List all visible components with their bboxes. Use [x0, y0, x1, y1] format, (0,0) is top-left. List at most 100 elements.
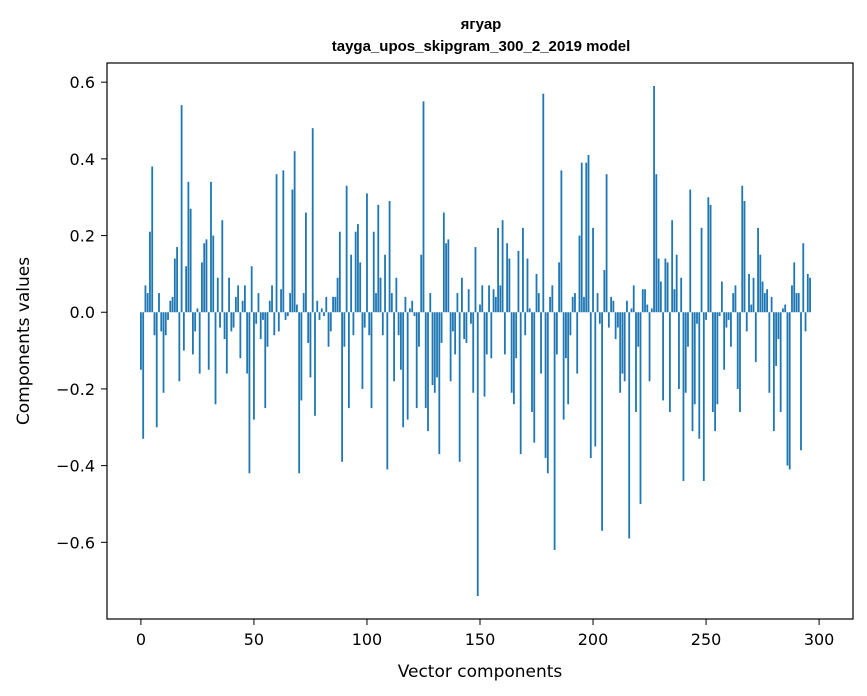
bar-198	[587, 155, 590, 313]
bar-195	[580, 162, 583, 313]
bar-5	[151, 166, 154, 313]
bar-43	[237, 285, 240, 313]
bar-73	[305, 212, 307, 313]
bar-104	[375, 293, 377, 313]
bar-275	[761, 281, 764, 313]
bar-237	[675, 254, 678, 313]
bar-2	[144, 285, 147, 313]
bar-206	[605, 174, 608, 313]
bar-35	[219, 312, 221, 328]
bar-216	[628, 312, 631, 539]
bar-88	[338, 231, 341, 313]
bar-251	[707, 197, 710, 313]
bar-12	[167, 312, 169, 320]
bar-228	[655, 174, 658, 313]
bar-103	[372, 231, 375, 313]
bar-series	[140, 86, 811, 596]
bar-84	[329, 312, 332, 332]
bar-292	[800, 312, 802, 451]
bar-215	[626, 300, 628, 313]
bar-183	[553, 312, 556, 550]
bar-132	[438, 312, 441, 455]
bar-248	[700, 227, 703, 313]
bar-26	[198, 312, 201, 374]
bar-139	[454, 312, 457, 355]
bar-265	[739, 312, 741, 412]
bar-257	[720, 281, 723, 313]
bar-134	[442, 212, 445, 313]
bar-74	[307, 312, 310, 343]
bar-190	[569, 312, 572, 336]
bar-148	[474, 247, 477, 313]
bar-141	[458, 312, 461, 462]
bar-143	[463, 312, 466, 340]
bar-259	[725, 312, 728, 328]
bar-294	[804, 312, 807, 332]
bar-133	[440, 312, 443, 343]
bar-162	[506, 243, 509, 313]
bar-266	[741, 185, 744, 313]
bar-282	[777, 312, 780, 340]
bar-60	[275, 174, 278, 313]
bar-227	[653, 86, 655, 313]
bar-213	[621, 312, 624, 374]
bar-156	[492, 289, 495, 313]
bar-256	[718, 312, 721, 317]
bar-19	[182, 312, 185, 351]
bar-233	[666, 262, 669, 313]
bar-245	[693, 312, 696, 405]
bar-153	[485, 312, 488, 355]
bar-189	[567, 312, 570, 405]
y-tick-label: −0.4	[56, 457, 95, 476]
bar-219	[635, 312, 637, 412]
bar-13	[169, 300, 172, 313]
bar-160	[501, 220, 504, 313]
bar-32	[212, 235, 215, 313]
bar-158	[497, 227, 499, 313]
bar-7	[155, 312, 158, 428]
bar-61	[277, 312, 280, 332]
bar-207	[607, 312, 610, 328]
bar-11	[164, 312, 167, 336]
bar-144	[465, 312, 468, 343]
bar-217	[630, 308, 633, 313]
bar-100	[366, 193, 368, 313]
bar-182	[551, 285, 554, 313]
bar-224	[646, 304, 649, 313]
bar-258	[723, 312, 726, 370]
bar-51	[255, 312, 258, 324]
bar-89	[341, 312, 344, 462]
bar-25	[196, 308, 199, 313]
bar-39	[228, 277, 230, 313]
bar-269	[748, 273, 750, 313]
bar-142	[461, 277, 463, 313]
bar-194	[578, 235, 581, 313]
bar-64	[284, 312, 287, 320]
bar-18	[180, 105, 183, 313]
x-tick-label: 200	[578, 630, 609, 649]
bar-105	[377, 204, 380, 313]
bar-27	[201, 262, 203, 313]
bar-214	[623, 312, 626, 382]
bar-200	[592, 227, 594, 313]
bar-273	[757, 227, 759, 313]
bar-261	[730, 312, 732, 347]
bar-272	[754, 312, 757, 363]
bar-21	[187, 181, 190, 313]
bar-59	[273, 312, 276, 336]
y-tick-label: −0.6	[56, 533, 95, 552]
bar-83	[327, 312, 330, 347]
bar-24	[194, 312, 197, 332]
bar-147	[472, 312, 475, 393]
bar-173	[531, 312, 533, 412]
bar-54	[262, 312, 264, 320]
bar-165	[513, 312, 515, 405]
bar-117	[404, 296, 407, 313]
bar-218	[632, 285, 635, 313]
bar-172	[528, 308, 531, 313]
bar-10	[162, 312, 165, 393]
bar-263	[734, 285, 737, 313]
y-axis-ticks: −0.6 −0.4 −0.2 0.0 0.2 0.4 0.6	[56, 73, 107, 552]
bar-163	[508, 258, 511, 313]
